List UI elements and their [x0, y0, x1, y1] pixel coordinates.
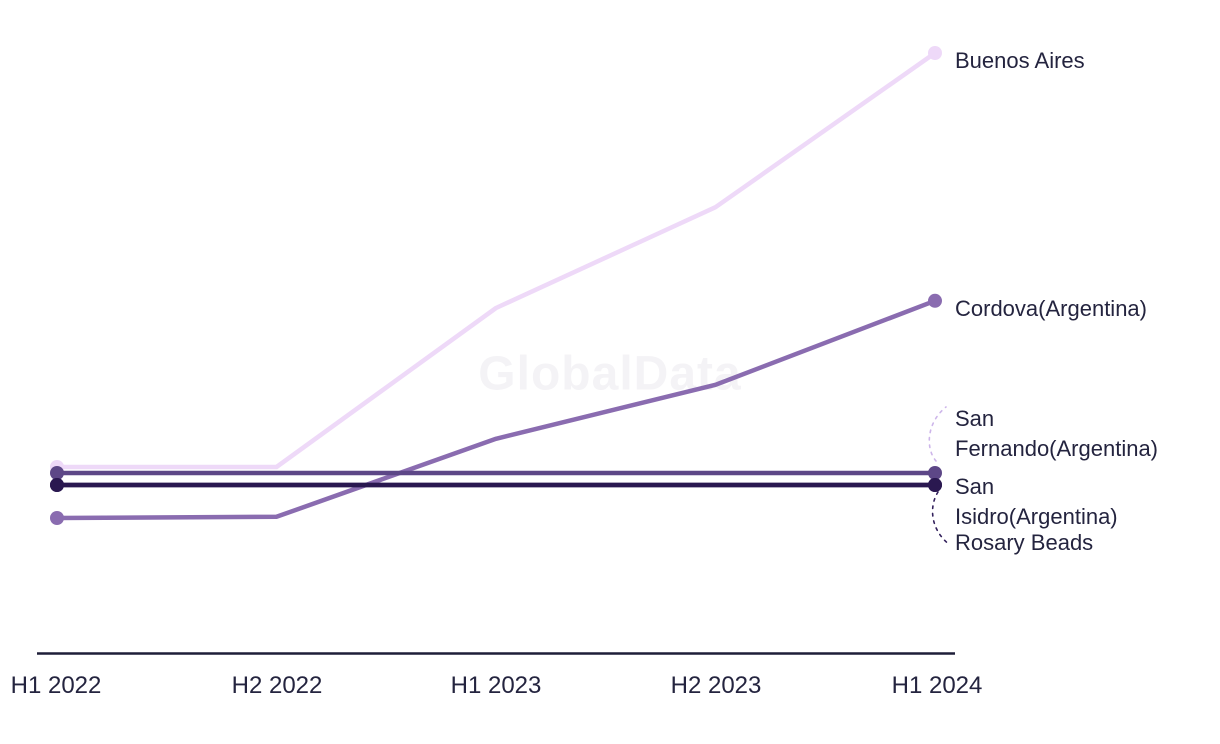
leader-line-san-fernando: [928, 406, 947, 462]
x-axis-tick-h1-2024: H1 2024: [891, 672, 983, 699]
series-group: [50, 46, 942, 525]
series-endpoint-cordova-argentina: [928, 293, 942, 308]
series-line-cordova-argentina: [54, 298, 938, 521]
series-label-cordova-argentina: Cordova(Argentina): [955, 296, 1147, 321]
series-label-san-isidro-argentina: San Isidro(Argentina): [955, 474, 1118, 529]
series-label-san-fernando-argentina: San Fernando(Argentina): [955, 406, 1159, 461]
x-axis-tick-h2-2023: H2 2023: [670, 672, 762, 699]
series-endpoint-buenos-aires: [928, 46, 942, 60]
series-endpoint-rosary-beads: [928, 478, 942, 492]
series-endpoint-san-fernando-argentina: [928, 466, 942, 480]
x-axis-tick-h1-2022: H1 2022: [10, 672, 102, 699]
series-label-buenos-aires: Buenos Aires: [955, 48, 1085, 73]
series-endpoint-san-fernando-argentina: [50, 466, 64, 480]
series-endpoint-cordova-argentina: [50, 511, 64, 525]
series-label-rosary-beads: Rosary Beads: [955, 530, 1094, 555]
leader-line-rosary-beads: [931, 491, 951, 546]
x-axis-tick-h1-2023: H1 2023: [450, 672, 542, 699]
x-axis-tick-h2-2022: H2 2022: [231, 672, 323, 699]
series-line-buenos-aires: [54, 50, 938, 470]
series-endpoint-rosary-beads: [50, 478, 64, 492]
